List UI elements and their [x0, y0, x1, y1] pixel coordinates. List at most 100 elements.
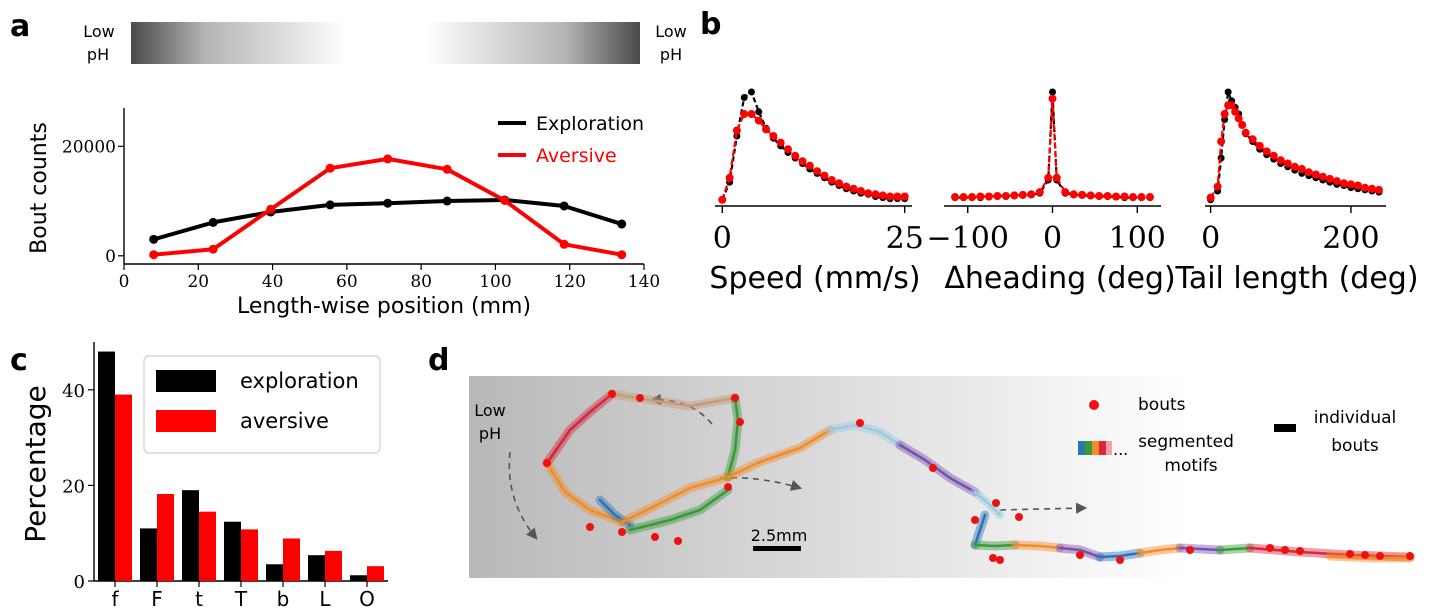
a-x-tick-label: 40 — [262, 272, 284, 292]
legend-segmented-line1: segmented — [1138, 432, 1234, 452]
bout-dot — [608, 390, 616, 398]
a-data-point — [383, 198, 393, 208]
legend-motif-swatch — [1078, 441, 1112, 455]
b-data-point — [1206, 193, 1215, 202]
c-y-tick-label: 40 — [62, 381, 85, 402]
b-data-point — [1224, 88, 1232, 96]
b-data-point — [762, 125, 771, 134]
panel-letter-c: c — [10, 343, 28, 378]
motif-segment — [828, 423, 902, 447]
low-ph-d-line2: pH — [479, 424, 501, 443]
c-bar-exploration — [98, 351, 115, 581]
chart-a-bout-counts: 0 20 40 60 80 100 120 140 0 20000 Length-wise posi… — [27, 108, 660, 319]
b-data-point — [878, 191, 887, 200]
bout-dot — [971, 516, 979, 524]
b-data-point — [1048, 94, 1057, 103]
a-data-point — [208, 244, 218, 254]
b-x-tick-label: 0 — [713, 221, 732, 256]
c-x-tick-label: F — [151, 587, 163, 611]
low-ph-left-line1: Low — [83, 22, 115, 41]
b-x-axis-label: Tail length (deg) — [1174, 261, 1418, 296]
a-data-point — [617, 250, 627, 260]
b-data-point — [842, 182, 851, 191]
b-data-point — [1304, 168, 1313, 177]
a-x-tick-label: 140 — [628, 272, 660, 292]
bout-dot — [1015, 513, 1023, 521]
b-series-line-1 — [721, 112, 905, 201]
b-data-point — [1325, 174, 1334, 183]
b-data-point — [1049, 88, 1056, 96]
a-data-point — [208, 217, 218, 227]
a-data-point — [325, 200, 335, 210]
a-data-point — [500, 196, 510, 206]
b-data-point — [959, 193, 968, 202]
b-data-point — [864, 189, 873, 198]
bout-dot — [1296, 547, 1304, 555]
c-bar-exploration — [266, 564, 283, 581]
b-data-point — [1241, 128, 1250, 137]
gradient-left — [131, 22, 346, 64]
arrow-right — [999, 502, 1088, 514]
b-data-point — [871, 190, 880, 199]
panel-letter-d: d — [428, 343, 449, 378]
b-data-point — [827, 176, 836, 184]
b-data-point — [1269, 151, 1278, 160]
motif-segment — [973, 513, 987, 547]
c-legend-swatch-1 — [156, 410, 216, 432]
b-data-point — [1086, 191, 1095, 200]
b-x-tick-label: 25 — [886, 221, 924, 256]
b-data-point — [1137, 193, 1146, 202]
b-data-point — [791, 151, 800, 160]
motif-segment — [1058, 546, 1102, 559]
c-bar-aversive — [115, 394, 132, 581]
b-data-point — [1231, 107, 1240, 116]
a-y-axis-label: Bout counts — [27, 122, 52, 254]
b-data-point — [740, 94, 748, 101]
bout-dot — [731, 394, 739, 402]
motif-segment — [620, 475, 730, 524]
c-x-tick-label: T — [234, 587, 248, 611]
b-data-point — [1213, 182, 1222, 191]
b-data-point — [886, 192, 895, 201]
b-data-point — [1044, 173, 1053, 182]
bout-dot — [992, 499, 1000, 507]
b-data-point — [820, 171, 829, 180]
c-legend-label-0: exploration — [240, 369, 359, 393]
curved-arrow-left — [508, 451, 538, 540]
b-data-point — [1112, 192, 1121, 201]
b-data-point — [718, 195, 727, 204]
b-data-point — [1238, 121, 1247, 129]
c-legend-swatch-0 — [156, 370, 216, 392]
a-data-point — [559, 201, 569, 211]
bout-dot — [989, 554, 997, 562]
motif-segment — [545, 461, 624, 524]
b-data-point — [984, 192, 993, 201]
b-data-point — [967, 193, 976, 202]
panel-letter-a: a — [10, 9, 30, 44]
b-data-point — [1353, 181, 1362, 190]
motif-segment — [1328, 554, 1412, 560]
a-x-tick-label: 120 — [553, 272, 585, 292]
b-data-point — [755, 108, 763, 116]
bout-dots — [543, 390, 1414, 564]
a-y-tick-label: 20000 — [62, 137, 116, 157]
b-data-point — [754, 116, 763, 125]
b-data-point — [1001, 191, 1010, 200]
legend-individual-swatch — [1274, 424, 1296, 432]
b-data-point — [1374, 185, 1383, 194]
c-bar-exploration — [182, 490, 199, 581]
b-data-point — [1220, 110, 1229, 118]
motif-segment — [726, 396, 740, 479]
bout-dot — [736, 418, 744, 426]
b-x-axis-label: Speed (mm/s) — [709, 261, 920, 296]
bout-dot — [651, 533, 659, 541]
motif-segment — [1218, 546, 1252, 552]
a-data-point — [559, 239, 569, 249]
b-data-point — [893, 192, 902, 201]
c-x-tick-label: t — [195, 587, 203, 611]
b-x-tick-label: 0 — [1201, 221, 1220, 256]
b-data-point — [1290, 162, 1299, 171]
scale-bar — [753, 546, 801, 551]
